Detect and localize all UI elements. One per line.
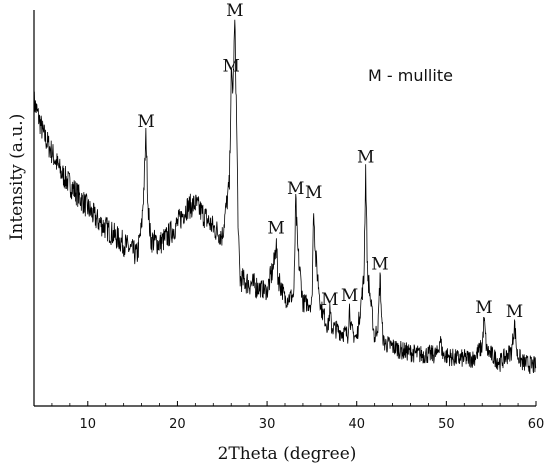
x-tick-label: 10 — [80, 417, 97, 432]
plot-area — [33, 19, 537, 375]
peak-label-m: M — [137, 112, 154, 132]
x-tick-label: 60 — [528, 417, 545, 432]
xrd-series-line — [33, 19, 537, 375]
x-tick-label: 30 — [259, 417, 276, 432]
peak-label-m: M — [357, 147, 374, 167]
peak-label-m: M — [371, 254, 388, 274]
peak-label-m: M — [305, 183, 322, 203]
peak-label-m: M — [506, 302, 523, 322]
x-tick-label: 20 — [169, 417, 186, 432]
peak-label-m: M — [287, 179, 304, 199]
peak-label-m: M — [475, 298, 492, 318]
x-tick-label: 50 — [438, 417, 455, 432]
peak-label-m: M — [223, 56, 240, 76]
x-tick-label: 40 — [348, 417, 365, 432]
legend-text: M - mullite — [368, 66, 453, 85]
x-axis-title: 2Theta (degree) — [218, 444, 357, 464]
peak-label-m: M — [267, 219, 284, 239]
peak-label-m: M — [321, 290, 338, 310]
y-axis-title: Intensity (a.u.) — [7, 114, 27, 241]
x-axis-ticks: 10 20 30 40 50 60 — [33, 401, 545, 432]
peak-label-m: M — [341, 286, 358, 306]
peak-label-m: M — [226, 1, 243, 21]
